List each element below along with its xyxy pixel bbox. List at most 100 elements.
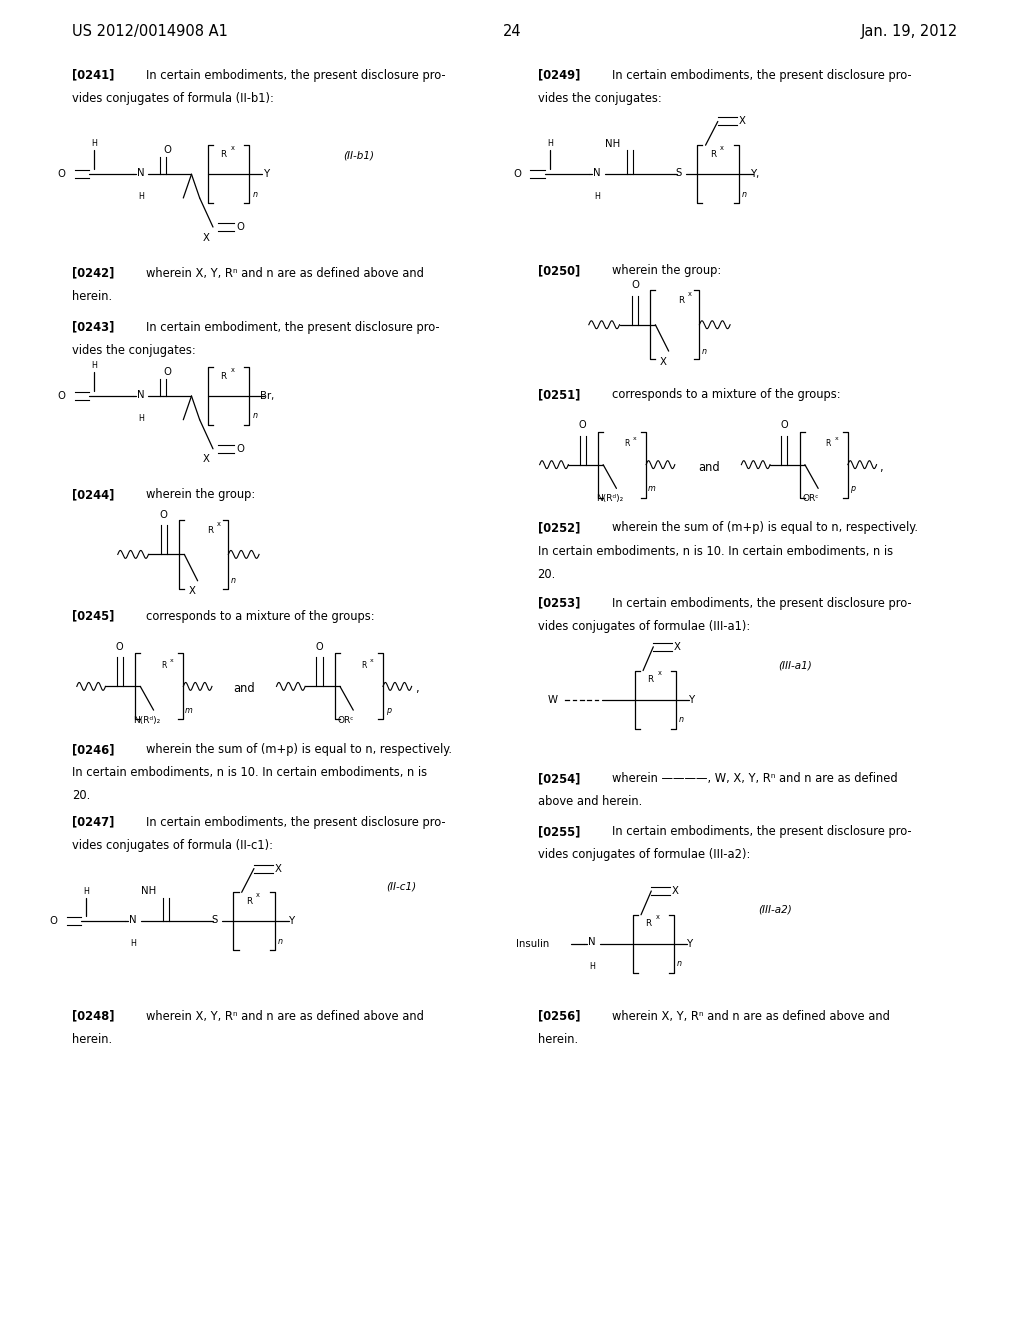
Text: ,: , xyxy=(879,461,883,474)
Text: and: and xyxy=(698,461,720,474)
Text: H: H xyxy=(589,962,595,970)
Text: X: X xyxy=(203,232,209,243)
Text: R: R xyxy=(647,676,653,684)
Text: R: R xyxy=(825,440,831,447)
Text: Jan. 19, 2012: Jan. 19, 2012 xyxy=(860,24,957,38)
Text: vides the conjugates:: vides the conjugates: xyxy=(538,92,662,104)
Text: x: x xyxy=(230,145,234,150)
Text: R: R xyxy=(207,527,213,535)
Text: R: R xyxy=(624,440,630,447)
Text: x: x xyxy=(217,521,221,527)
Text: X: X xyxy=(674,642,680,652)
Text: R: R xyxy=(360,661,367,669)
Text: herein.: herein. xyxy=(72,289,112,302)
Text: (II-b1): (II-b1) xyxy=(343,150,374,161)
Text: N: N xyxy=(129,915,137,925)
Text: R: R xyxy=(246,898,252,906)
Text: O: O xyxy=(315,642,324,652)
Text: N(Rᵈ)₂: N(Rᵈ)₂ xyxy=(133,717,160,725)
Text: X: X xyxy=(275,863,282,874)
Text: N: N xyxy=(593,168,601,178)
Text: x: x xyxy=(256,892,260,898)
Text: [0256]: [0256] xyxy=(538,1010,581,1023)
Text: [0252]: [0252] xyxy=(538,521,580,535)
Text: H: H xyxy=(547,140,553,148)
Text: ORᶜ: ORᶜ xyxy=(803,495,819,503)
Text: In certain embodiments, n is 10. In certain embodiments, n is: In certain embodiments, n is 10. In cert… xyxy=(72,766,427,779)
Text: x: x xyxy=(657,671,662,676)
Text: [0247]: [0247] xyxy=(72,816,114,829)
Text: (III-a2): (III-a2) xyxy=(758,904,792,915)
Text: x: x xyxy=(633,436,637,441)
Text: (III-a1): (III-a1) xyxy=(778,660,812,671)
Text: In certain embodiments, n is 10. In certain embodiments, n is: In certain embodiments, n is 10. In cert… xyxy=(538,544,893,557)
Text: H: H xyxy=(91,140,97,148)
Text: S: S xyxy=(676,168,682,178)
Text: ,: , xyxy=(415,682,419,696)
Text: X: X xyxy=(672,886,678,896)
Text: [0245]: [0245] xyxy=(72,610,114,623)
Text: vides conjugates of formula (II-c1):: vides conjugates of formula (II-c1): xyxy=(72,840,272,851)
Text: O: O xyxy=(237,444,245,454)
Text: Y: Y xyxy=(687,939,693,949)
Text: NH: NH xyxy=(141,886,156,896)
Text: Br,: Br, xyxy=(260,391,274,401)
Text: US 2012/0014908 A1: US 2012/0014908 A1 xyxy=(72,24,227,38)
Text: O: O xyxy=(57,391,66,401)
Text: m: m xyxy=(184,706,193,714)
Text: vides conjugates of formulae (III-a1):: vides conjugates of formulae (III-a1): xyxy=(538,619,750,632)
Text: x: x xyxy=(170,657,174,663)
Text: [0250]: [0250] xyxy=(538,264,580,277)
Text: Y: Y xyxy=(264,169,270,180)
Text: wherein X, Y, Rⁿ and n are as defined above and: wherein X, Y, Rⁿ and n are as defined ab… xyxy=(612,1010,890,1023)
Text: R: R xyxy=(220,372,226,380)
Text: O: O xyxy=(780,420,788,430)
Text: wherein ————, W, X, Y, Rⁿ and n are as defined: wherein ————, W, X, Y, Rⁿ and n are as d… xyxy=(612,772,898,785)
Text: 20.: 20. xyxy=(72,789,90,803)
Text: In certain embodiments, the present disclosure pro-: In certain embodiments, the present disc… xyxy=(146,816,446,829)
Text: p: p xyxy=(850,484,856,492)
Text: O: O xyxy=(513,169,521,180)
Text: n: n xyxy=(678,715,684,723)
Text: H: H xyxy=(138,414,144,422)
Text: X: X xyxy=(739,116,745,127)
Text: n: n xyxy=(741,190,748,198)
Text: corresponds to a mixture of the groups:: corresponds to a mixture of the groups: xyxy=(146,610,375,623)
Text: x: x xyxy=(230,367,234,372)
Text: [0255]: [0255] xyxy=(538,825,580,838)
Text: Y: Y xyxy=(289,916,295,927)
Text: H: H xyxy=(138,193,144,201)
Text: [0246]: [0246] xyxy=(72,743,115,756)
Text: O: O xyxy=(57,169,66,180)
Text: n: n xyxy=(252,190,258,198)
Text: In certain embodiments, the present disclosure pro-: In certain embodiments, the present disc… xyxy=(612,825,912,838)
Text: wherein the group:: wherein the group: xyxy=(612,264,722,277)
Text: 24: 24 xyxy=(503,24,521,38)
Text: In certain embodiments, the present disclosure pro-: In certain embodiments, the present disc… xyxy=(612,69,912,82)
Text: herein.: herein. xyxy=(72,1032,112,1045)
Text: [0243]: [0243] xyxy=(72,321,114,334)
Text: In certain embodiment, the present disclosure pro-: In certain embodiment, the present discl… xyxy=(146,321,440,334)
Text: H: H xyxy=(91,362,97,370)
Text: n: n xyxy=(230,577,237,585)
Text: H: H xyxy=(83,887,89,895)
Text: H: H xyxy=(130,940,136,948)
Text: X: X xyxy=(203,454,209,465)
Text: n: n xyxy=(676,960,682,968)
Text: N: N xyxy=(588,937,596,948)
Text: [0253]: [0253] xyxy=(538,597,580,610)
Text: W: W xyxy=(548,694,558,705)
Text: O: O xyxy=(49,916,57,927)
Text: Y: Y xyxy=(689,694,695,705)
Text: N(Rᵈ)₂: N(Rᵈ)₂ xyxy=(596,495,623,503)
Text: vides conjugates of formulae (III-a2):: vides conjugates of formulae (III-a2): xyxy=(538,849,750,861)
Text: n: n xyxy=(701,347,708,355)
Text: O: O xyxy=(631,280,639,290)
Text: 20.: 20. xyxy=(538,568,556,581)
Text: N: N xyxy=(137,168,145,178)
Text: In certain embodiments, the present disclosure pro-: In certain embodiments, the present disc… xyxy=(146,69,446,82)
Text: above and herein.: above and herein. xyxy=(538,795,642,808)
Text: p: p xyxy=(385,706,391,714)
Text: wherein the sum of (m+p) is equal to n, respectively.: wherein the sum of (m+p) is equal to n, … xyxy=(612,521,919,535)
Text: vides conjugates of formula (II-b1):: vides conjugates of formula (II-b1): xyxy=(72,92,273,104)
